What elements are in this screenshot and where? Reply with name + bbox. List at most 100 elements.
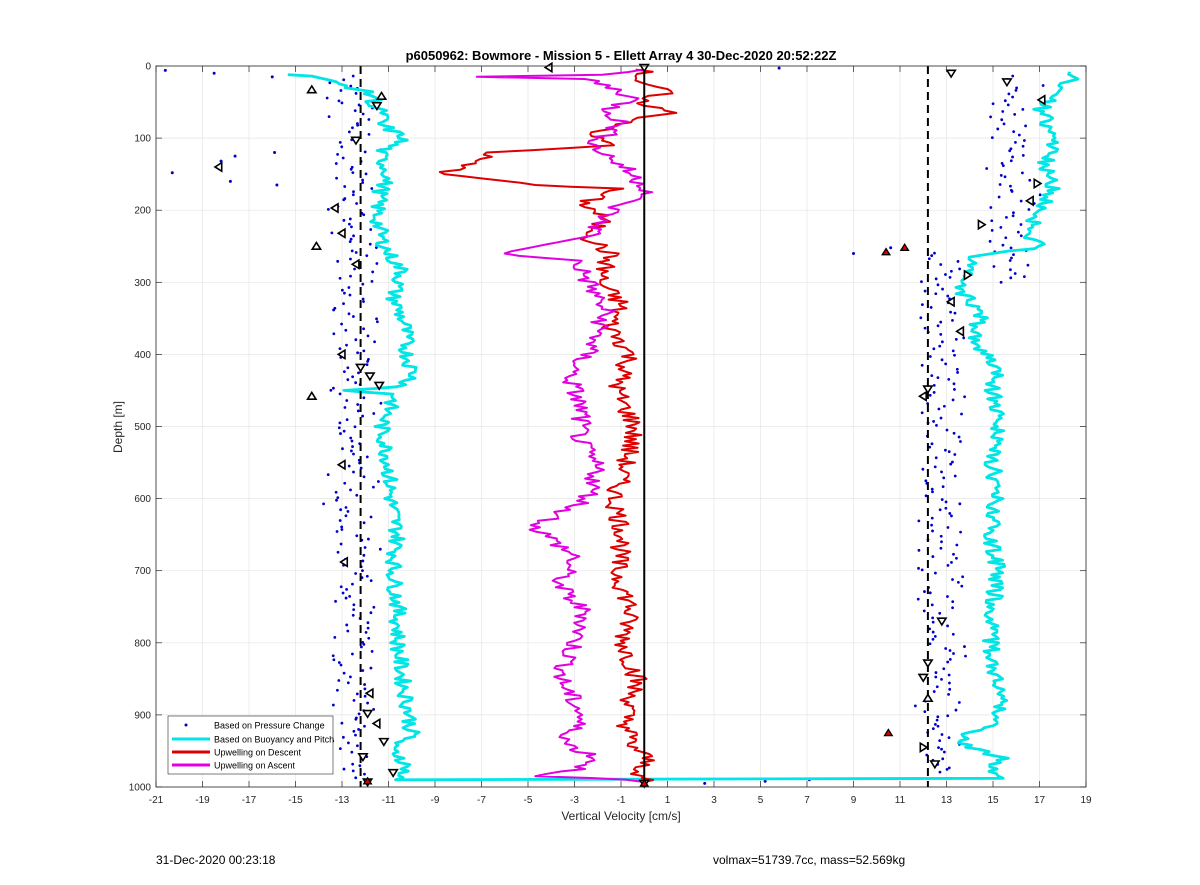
y-tick-label: 100 <box>134 134 151 145</box>
pressure-point <box>378 547 382 551</box>
pressure-point <box>1008 259 1012 262</box>
pressure-point <box>951 349 955 353</box>
pressure-point <box>351 193 355 197</box>
pressure-point <box>332 658 336 662</box>
pressure-point <box>938 611 942 615</box>
triangle-marker <box>387 768 399 778</box>
triangle-marker <box>373 381 385 391</box>
series-buoyancy-pitch <box>287 71 1080 782</box>
pressure-point <box>340 528 344 531</box>
pressure-point <box>338 276 342 280</box>
pressure-point <box>376 480 380 483</box>
triangle-marker <box>306 84 318 94</box>
pressure-point <box>1009 147 1013 151</box>
triangle-marker <box>350 136 362 146</box>
pressure-point <box>920 568 924 572</box>
pressure-point <box>953 388 956 391</box>
pressure-point <box>988 239 992 243</box>
pressure-point <box>936 283 940 287</box>
pressure-point <box>928 627 932 631</box>
pressure-point <box>341 156 345 160</box>
pressure-point <box>355 534 359 538</box>
footer-config: volmax=51739.7cc, mass=52.569kg <box>713 853 906 867</box>
pressure-point <box>337 99 341 103</box>
triangle-marker <box>977 218 987 231</box>
series-upwelling-ascent <box>475 68 654 783</box>
grid-layer <box>155 65 1087 788</box>
pressure-point <box>951 600 955 604</box>
pressure-point <box>1009 159 1013 163</box>
pressure-point <box>351 171 355 175</box>
triangle-marker <box>378 737 390 747</box>
pressure-point <box>930 603 934 607</box>
pressure-point <box>940 340 944 344</box>
pressure-point <box>935 685 939 689</box>
red-triangle-marker <box>362 776 373 785</box>
pressure-point <box>344 514 348 518</box>
pressure-point <box>944 362 948 366</box>
pressure-point <box>368 242 372 246</box>
pressure-point <box>1013 272 1017 275</box>
triangle-marker <box>955 325 965 337</box>
pressure-point <box>344 596 348 600</box>
pressure-point <box>930 487 934 491</box>
pressure-point <box>947 450 951 454</box>
pressure-point <box>362 642 366 646</box>
pressure-point <box>1009 276 1013 280</box>
pressure-point <box>326 207 330 211</box>
pressure-point <box>362 349 366 353</box>
pressure-point <box>351 769 355 773</box>
pressure-point <box>953 453 957 456</box>
pressure-point <box>1001 243 1005 247</box>
pressure-point <box>355 493 359 497</box>
pressure-point <box>346 510 350 513</box>
pressure-point <box>1009 246 1013 250</box>
pressure-point <box>939 263 943 266</box>
pressure-point <box>354 338 358 342</box>
pressure-point <box>952 382 956 386</box>
pressure-point <box>340 101 344 105</box>
pressure-point <box>945 768 949 771</box>
pressure-point <box>931 637 935 641</box>
pressure-point <box>1003 175 1007 179</box>
pressure-point <box>938 508 942 512</box>
pressure-point <box>928 591 932 595</box>
pressure-point <box>332 386 335 390</box>
y-tick-label: 900 <box>134 710 151 721</box>
pressure-point <box>348 293 352 297</box>
pressure-point <box>933 251 936 255</box>
pressure-point <box>992 265 996 268</box>
pressure-point <box>355 692 359 696</box>
pressure-point <box>937 746 940 750</box>
triangle-marker <box>357 752 369 763</box>
triangle-marker <box>1001 78 1013 88</box>
pressure-point <box>351 652 354 656</box>
pressure-point <box>913 704 917 708</box>
pressure-point <box>928 445 932 449</box>
pressure-point <box>939 534 943 538</box>
pressure-point <box>212 71 216 75</box>
pressure-point <box>327 115 331 119</box>
pressure-point <box>948 687 952 691</box>
pressure-point <box>340 288 344 292</box>
triangle-marker <box>336 348 346 361</box>
pressure-point <box>350 750 354 754</box>
pressure-point <box>917 566 920 570</box>
pressure-point <box>361 569 364 573</box>
pressure-point <box>922 609 926 613</box>
pressure-point <box>325 96 329 100</box>
y-tick-label: 700 <box>134 566 151 577</box>
pressure-point <box>340 721 344 725</box>
pressure-point <box>365 254 369 258</box>
pressure-point <box>352 234 355 238</box>
pressure-point <box>934 675 938 679</box>
pressure-point <box>1004 236 1008 240</box>
pressure-point <box>354 717 358 721</box>
pressure-point <box>948 657 952 661</box>
y-axis-label: Depth [m] <box>111 401 125 453</box>
pressure-point <box>342 198 346 202</box>
pressure-point <box>361 414 364 418</box>
x-tick-label: 13 <box>941 795 953 806</box>
pressure-point <box>1011 155 1014 159</box>
